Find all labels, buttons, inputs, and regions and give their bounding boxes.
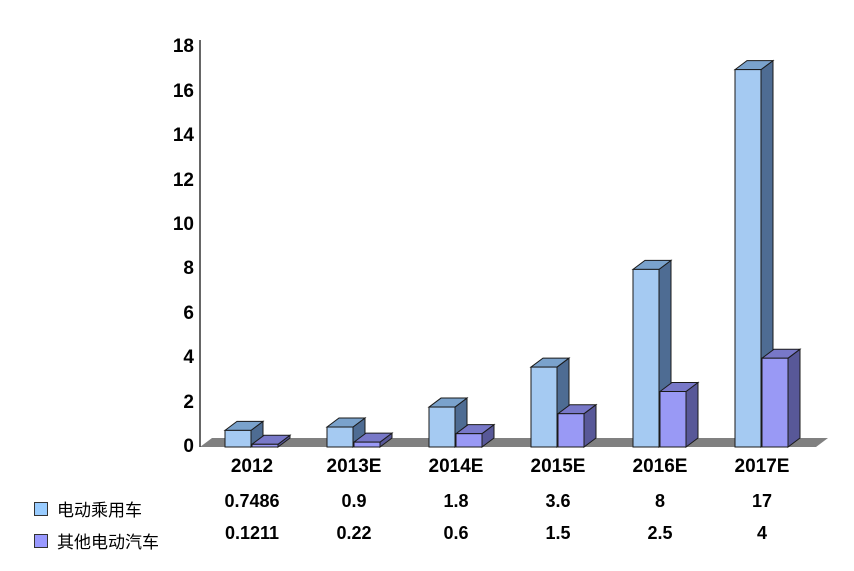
category-label-2014E: 2014E xyxy=(428,456,484,477)
bar-2014E-series1 xyxy=(455,433,483,448)
legend-item-passenger-ev: 电动乘用车 xyxy=(34,496,142,521)
table-cell-2013E-series0: 0.9 xyxy=(341,491,367,511)
table-cell-2017E-series0: 17 xyxy=(751,491,773,511)
bar-2017E-series0 xyxy=(734,69,762,448)
table-cell-2017E-series1: 4 xyxy=(756,523,767,543)
table-cell-2015E-series1: 1.5 xyxy=(545,523,571,543)
table-cell-2012-series0: 0.7486 xyxy=(224,491,280,511)
y-axis-tick-label: 8 xyxy=(183,258,194,280)
y-axis-tick-label: 0 xyxy=(183,436,194,457)
table-cell-2012-series1: 0.1211 xyxy=(224,523,280,543)
y-axis-tick-label: 10 xyxy=(172,214,194,235)
bar-2016E-series0 xyxy=(632,268,660,448)
bar-2014E-series0 xyxy=(428,406,456,448)
y-axis-tick-label: 14 xyxy=(172,125,194,147)
category-label-2015E: 2015E xyxy=(530,456,586,477)
bar-2013E-series0 xyxy=(326,426,354,448)
y-axis-tick-label: 12 xyxy=(172,169,194,191)
bar-2017E-series1-side xyxy=(787,348,801,448)
chart-floor-3d xyxy=(200,438,828,447)
legend-item-other-ev: 其他电动汽车 xyxy=(34,528,159,553)
y-axis-tick-label: 6 xyxy=(183,302,194,324)
table-cell-2014E-series0: 1.8 xyxy=(443,491,469,511)
legend-swatch-purple xyxy=(34,533,48,548)
bar-2015E-series1 xyxy=(557,413,585,448)
table-cell-2013E-series1: 0.22 xyxy=(336,523,372,543)
bar-2012-series1 xyxy=(251,443,279,448)
table-cell-2016E-series1: 2.5 xyxy=(647,523,673,543)
bar-2013E-series1 xyxy=(353,441,381,448)
legend-swatch-blue xyxy=(34,501,48,516)
category-label-2012: 2012 xyxy=(230,456,274,477)
y-axis-tick-label: 18 xyxy=(172,36,194,58)
bar-2016E-series1-side xyxy=(685,381,699,448)
y-axis-tick-label: 16 xyxy=(172,80,194,102)
bar-2012-series0 xyxy=(224,429,252,448)
table-cell-2014E-series1: 0.6 xyxy=(443,523,469,543)
legend-label: 其他电动汽车 xyxy=(57,533,159,552)
y-axis-tick-label: 2 xyxy=(183,391,194,413)
table-cell-2015E-series0: 3.6 xyxy=(545,491,571,511)
table-cell-2016E-series0: 8 xyxy=(654,491,665,511)
y-axis-tick-label: 4 xyxy=(183,347,194,369)
category-label-2013E: 2013E xyxy=(326,456,382,477)
category-label-2017E: 2017E xyxy=(734,456,790,477)
bar-2017E-series1 xyxy=(761,357,789,448)
category-label-2016E: 2016E xyxy=(632,456,688,477)
legend-label: 电动乘用车 xyxy=(57,501,142,520)
bar-2015E-series0 xyxy=(530,366,558,448)
bar-2016E-series1 xyxy=(659,391,687,448)
